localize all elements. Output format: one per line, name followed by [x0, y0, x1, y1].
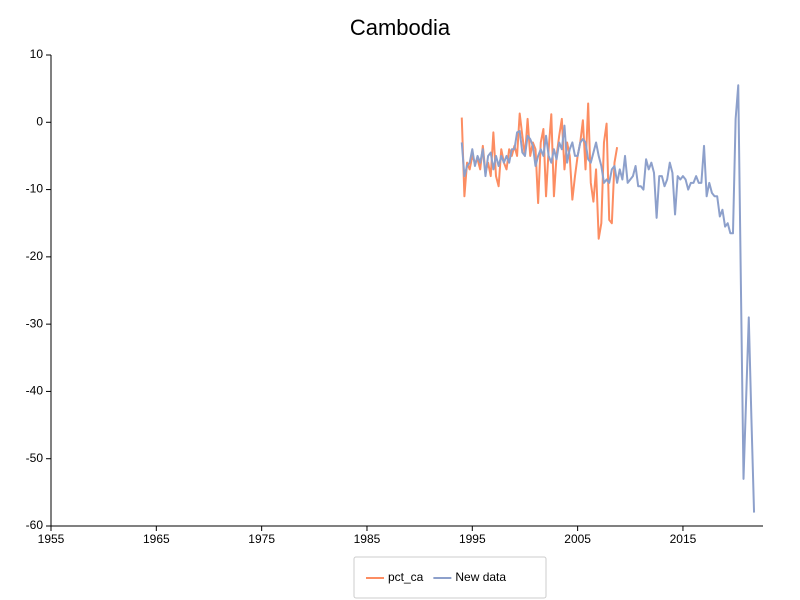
y-tick-label: -40	[26, 384, 44, 398]
legend-label: pct_ca	[388, 570, 424, 584]
x-tick-label: 1995	[459, 532, 486, 546]
data-line	[460, 84, 756, 513]
y-tick-label: -50	[26, 451, 44, 465]
x-tick-label: 1985	[354, 532, 381, 546]
x-tick-label: 2015	[670, 532, 697, 546]
y-tick-label: -20	[26, 249, 44, 263]
x-tick-label: 2005	[564, 532, 591, 546]
y-tick-label: 0	[36, 114, 43, 128]
y-tick-label: -60	[26, 518, 44, 532]
chart-title: Cambodia	[350, 15, 451, 40]
legend-label: New data	[455, 570, 506, 584]
x-tick-label: 1975	[248, 532, 275, 546]
y-tick-label: 10	[30, 47, 44, 61]
x-tick-label: 1955	[38, 532, 65, 546]
x-tick-label: 1965	[143, 532, 170, 546]
y-tick-label: -30	[26, 316, 44, 330]
y-tick-label: -10	[26, 182, 44, 196]
